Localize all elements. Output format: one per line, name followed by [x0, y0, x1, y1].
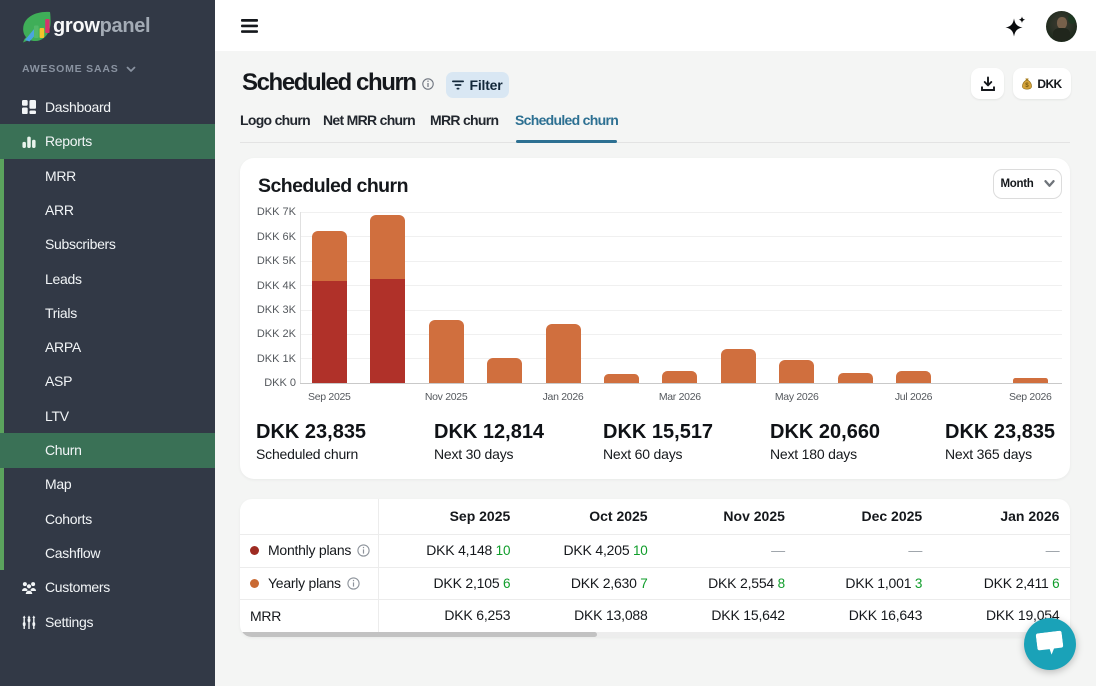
svg-text:$: $: [1026, 82, 1030, 89]
